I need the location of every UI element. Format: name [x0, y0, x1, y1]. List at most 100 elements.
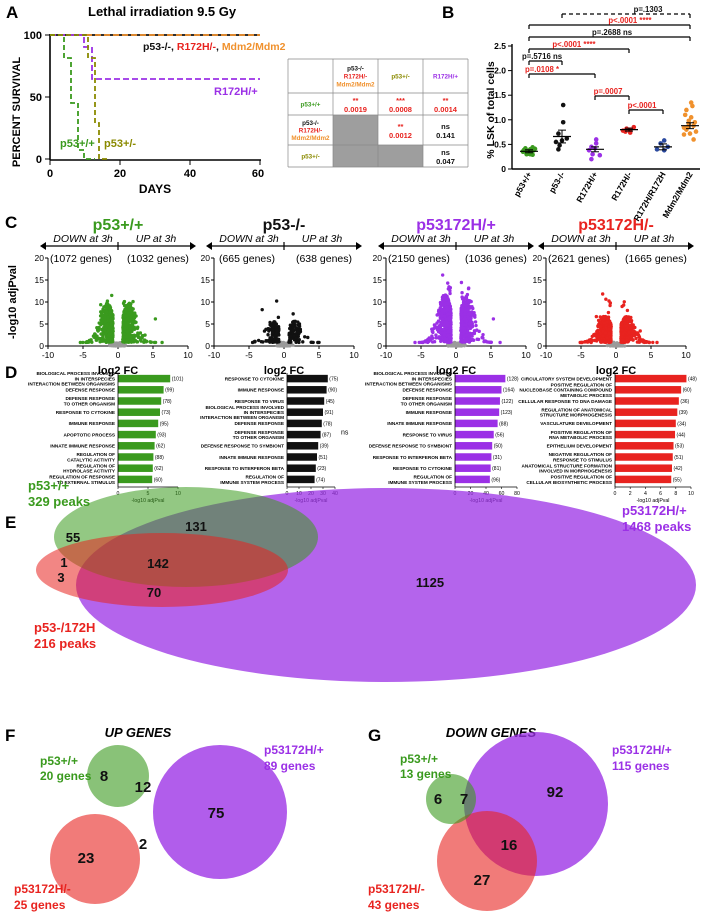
- c-ns-point: [122, 343, 126, 347]
- c-ns-point: [458, 343, 463, 347]
- c-xtick: -10: [380, 350, 393, 360]
- c-sig-point: [443, 302, 447, 307]
- venn-e-region-count: 142: [147, 556, 169, 571]
- d-term-label: REGULATION OF: [414, 475, 453, 480]
- b-ytick: 1.5: [494, 90, 506, 100]
- d-gene-count: (42): [674, 466, 683, 472]
- c-sig-point: [466, 287, 471, 291]
- c-sig-point: [138, 338, 143, 342]
- venn-g-purple-count: 115 genes: [612, 759, 670, 773]
- label-r172h-het: R172H/+: [214, 86, 258, 98]
- c-sig-point: [448, 330, 452, 334]
- venn-g-purple-name: p53172H/+: [612, 743, 672, 757]
- c-sig-point: [90, 340, 94, 344]
- c-sig-point: [460, 323, 465, 327]
- d-gene-count: (78): [323, 421, 332, 427]
- b-data-point: [593, 137, 599, 142]
- c-sig-point: [269, 324, 273, 328]
- c-sig-point: [100, 318, 105, 322]
- c-sig-point: [442, 309, 447, 313]
- d-gene-count: (96): [491, 477, 500, 483]
- d-term-label: RNA METABOLIC PROCESS: [549, 435, 612, 440]
- a-xtick: 60: [252, 168, 264, 180]
- c-xtick: -5: [245, 350, 253, 360]
- d-gene-count: (88): [499, 421, 508, 427]
- d-annotation: ns: [341, 430, 349, 437]
- c-sig-point: [598, 324, 603, 329]
- d-term-label: EPITHELIUM DEVELOPMENT: [547, 444, 613, 449]
- c-ns-point: [291, 343, 295, 347]
- venn-f-red-count: 25 genes: [14, 898, 66, 912]
- c-sig-point: [462, 334, 466, 339]
- c-sig-point: [448, 291, 452, 296]
- d-enrichment-bar: [455, 419, 498, 428]
- d-term-label: TO OTHER ORGANISM: [401, 401, 452, 406]
- panel-a-xlabel: DAYS: [139, 182, 171, 196]
- c-sig-point: [130, 322, 135, 327]
- c-down-count: (2150 genes): [388, 253, 450, 265]
- b-data-point: [681, 125, 687, 130]
- c-sig-point: [127, 301, 132, 306]
- d-term-label: DEFENSE RESPONSE: [66, 388, 116, 393]
- d-term-label: POSITIVE REGULATION OF: [551, 475, 613, 480]
- a-xtick: 0: [47, 168, 53, 180]
- b-data-point: [682, 112, 688, 118]
- c-sig-point: [149, 340, 154, 344]
- c-sig-point: [132, 338, 137, 342]
- d-gene-count: (164): [503, 388, 515, 394]
- c-sig-point: [632, 333, 636, 338]
- d-xtick: 0: [117, 491, 120, 497]
- c-sig-point: [498, 340, 502, 345]
- venn-g-green-set: [426, 774, 476, 824]
- b-group-label: p53+/+: [512, 170, 534, 198]
- c-point-cloud: [250, 299, 321, 348]
- b-group-label: p53-/-: [547, 170, 567, 195]
- d-term-label: DEFENSE RESPONSE: [403, 396, 453, 401]
- d-enrichment-bar: [455, 430, 494, 439]
- d-term-label: TO EXTERNAL STIMULUS: [57, 480, 115, 485]
- c-sig-point: [625, 316, 629, 321]
- panel-g-letter: G: [368, 726, 381, 745]
- a-ytick: 50: [30, 92, 42, 104]
- c-down-count: (1072 genes): [50, 253, 112, 265]
- c-sig-point: [274, 339, 278, 344]
- venn-g-red-set: [437, 811, 537, 911]
- table-pvalue: 0.047: [436, 157, 455, 166]
- d-enrichment-bar: [287, 374, 328, 383]
- c-sig-point: [291, 312, 295, 316]
- d-gene-count: (34): [677, 421, 686, 427]
- c-sig-point: [294, 336, 299, 340]
- table-pvalue: 0.0019: [344, 105, 367, 114]
- c-arrow-head: [538, 242, 544, 250]
- c-sig-point: [432, 323, 437, 327]
- d-term-label: DEFENSE RESPONSE: [403, 388, 453, 393]
- d-term-label: RESPONSE TO VIRUS: [235, 399, 284, 404]
- c-sig-point: [121, 313, 126, 317]
- d-term-label: REGULATION OF: [246, 475, 285, 480]
- c-ytick: 0: [537, 341, 542, 351]
- venn-g-region-count: 27: [474, 872, 491, 889]
- c-up-label: UP at 3h: [634, 233, 675, 245]
- panel-b: B % LSK of total cells 0 0.5 1.0 1.5 2.0 2.5 p…: [442, 3, 700, 223]
- venn-f-region-count: 75: [208, 805, 225, 822]
- c-sig-point: [466, 306, 471, 310]
- c-sig-point: [122, 300, 126, 304]
- c-sig-point: [603, 340, 608, 344]
- c-sig-point: [462, 330, 466, 334]
- c-xtick: 10: [521, 350, 531, 360]
- c-ytick: 10: [373, 297, 383, 307]
- venn-f-purple-name: p53172H/+: [264, 743, 324, 757]
- c-sig-point: [442, 339, 447, 344]
- table-stars: ns: [441, 148, 450, 157]
- panel-f: F UP GENES p53+/+ 20 genes p53172H/+ 89 …: [5, 725, 324, 912]
- c-sig-point: [579, 340, 584, 345]
- c-sig-point: [464, 337, 468, 342]
- c-xtick: -5: [417, 350, 425, 360]
- c-sig-point: [463, 317, 467, 321]
- c-sig-point: [624, 324, 628, 328]
- panel-c-letter: C: [5, 213, 17, 232]
- venn-f-green-name: p53+/+: [40, 754, 78, 768]
- c-sig-point: [109, 338, 113, 342]
- b-data-point: [556, 147, 561, 152]
- table-stars: **: [398, 122, 404, 131]
